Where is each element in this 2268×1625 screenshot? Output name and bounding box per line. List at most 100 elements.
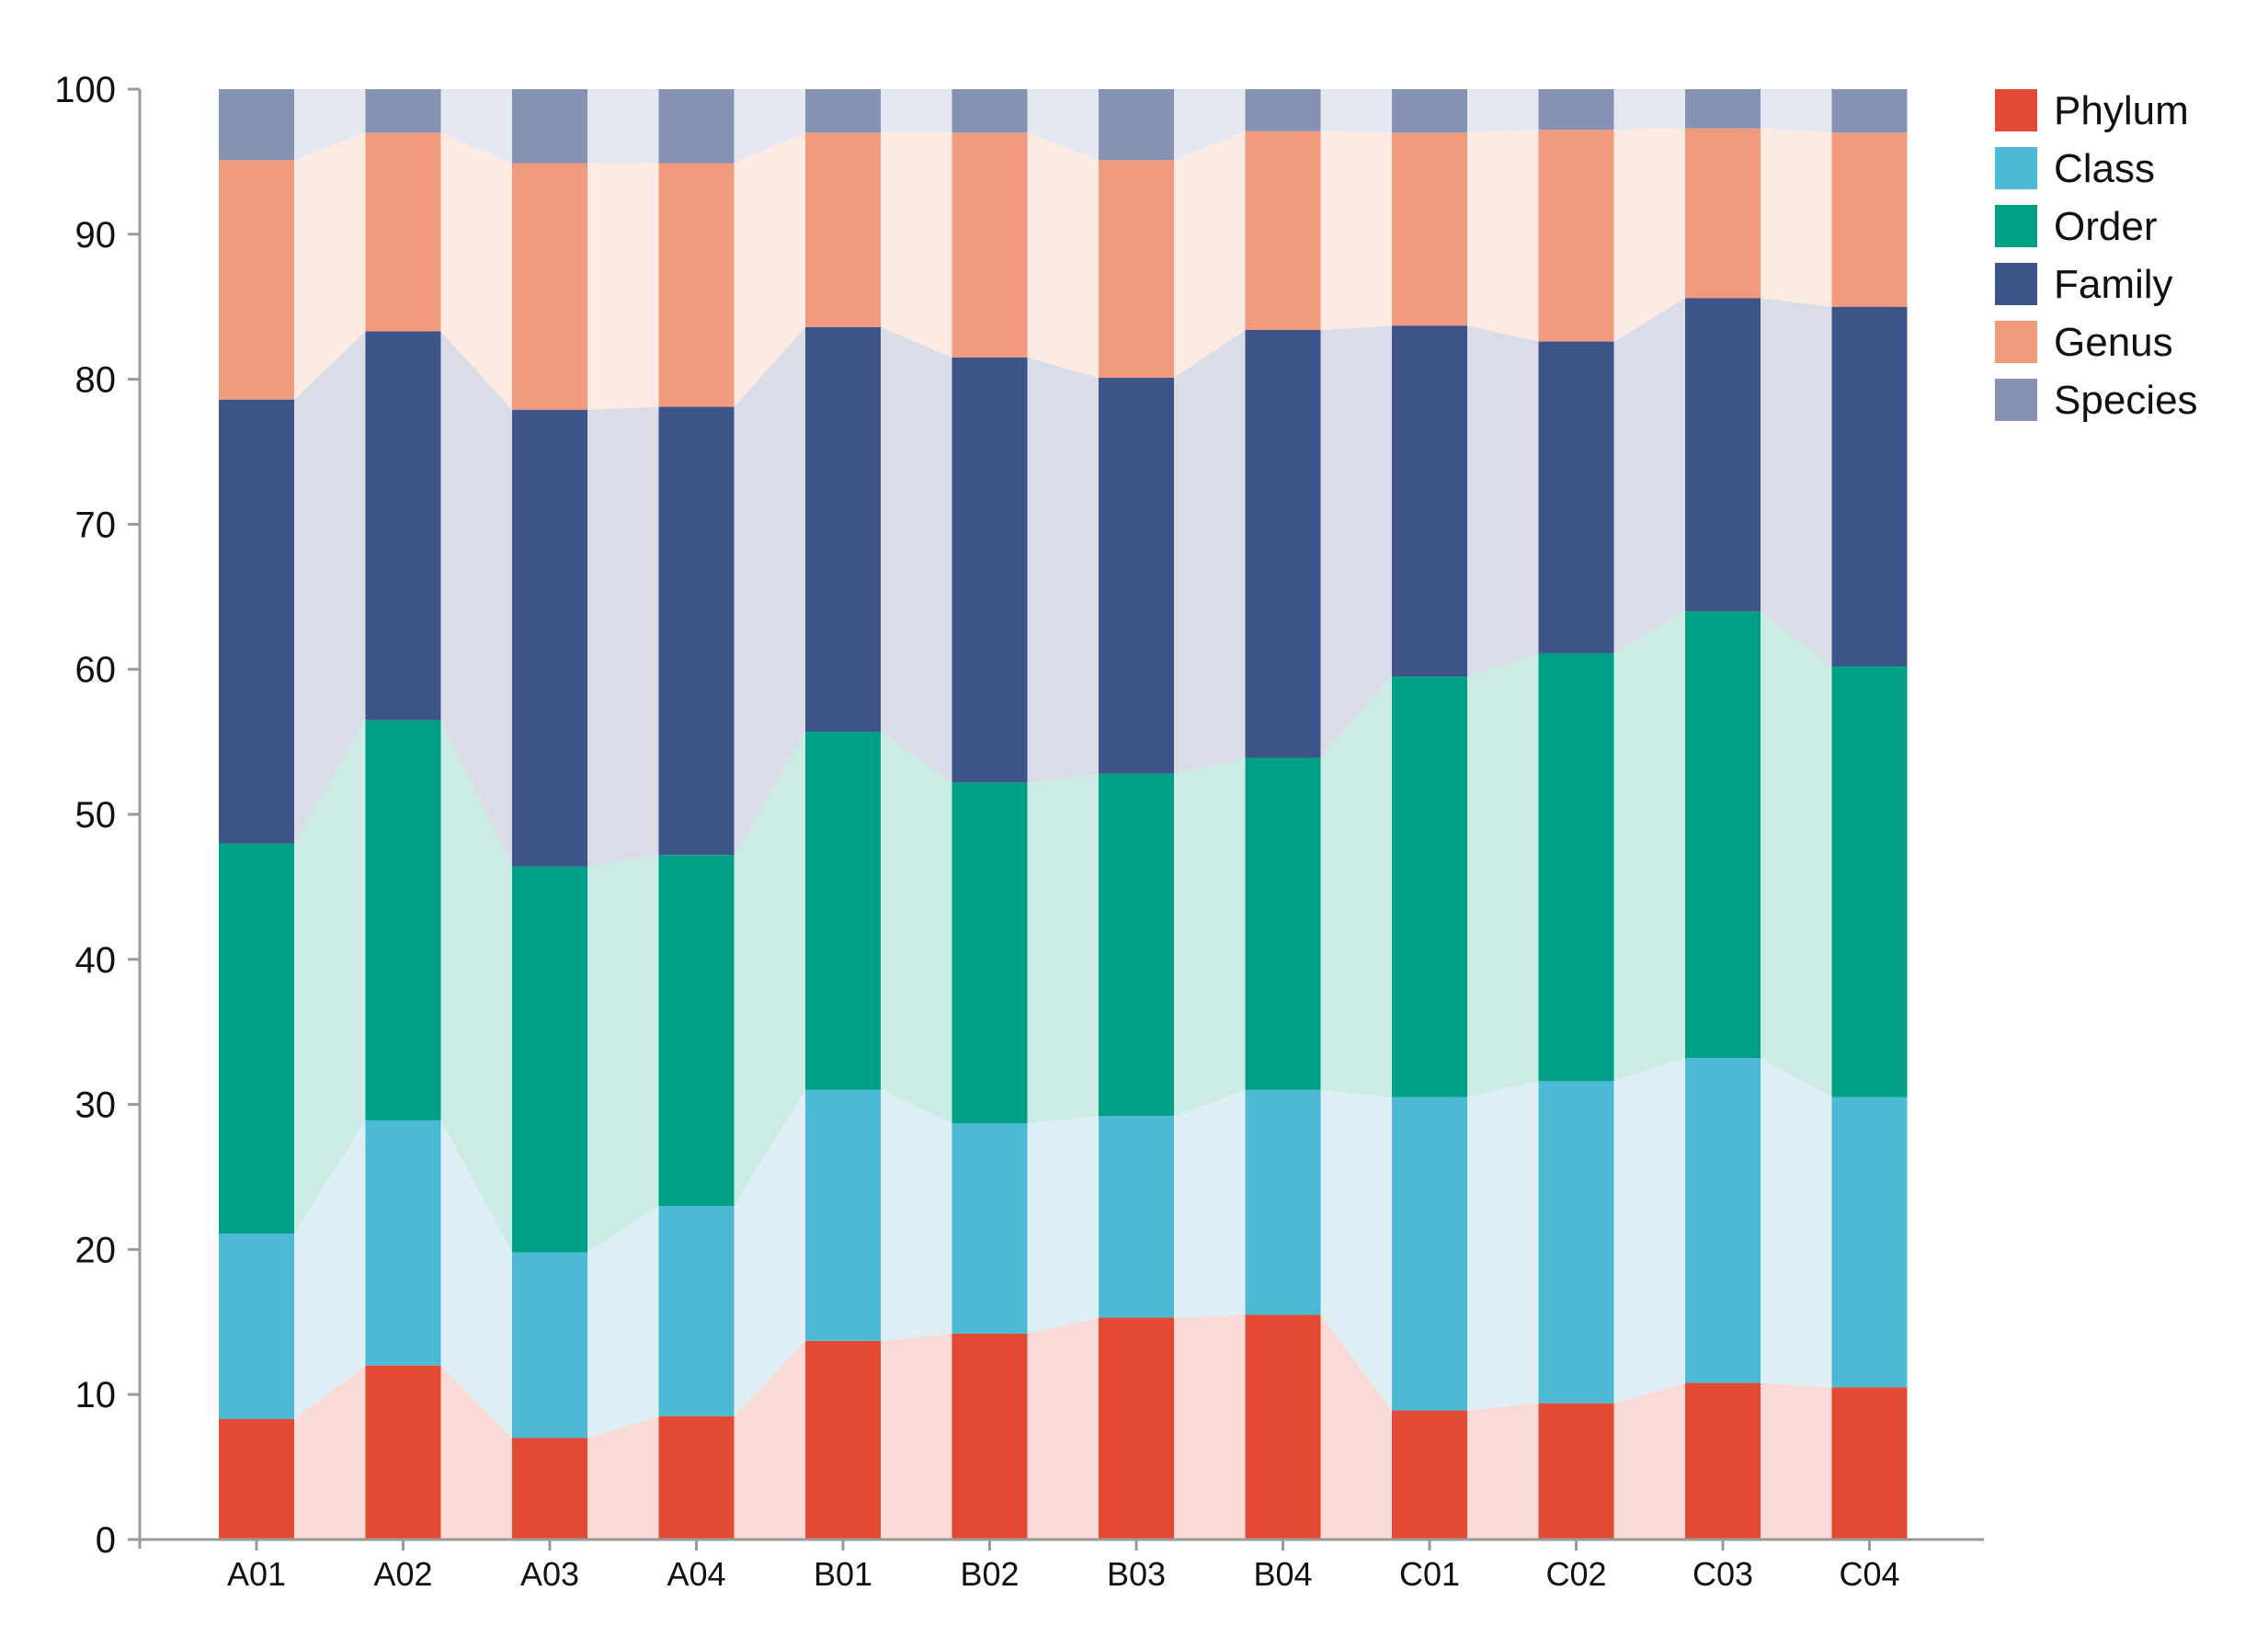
band-family-b04-c01 [1320, 325, 1392, 758]
band-species-c03-c04 [1761, 89, 1832, 133]
y-tick-label-50: 50 [75, 795, 117, 835]
band-species-c01-c02 [1467, 89, 1539, 133]
band-species-b02-b03 [1027, 89, 1099, 161]
bar-a01-species [219, 89, 294, 161]
bars [219, 89, 1908, 1540]
bar-a03-phylum [512, 1438, 587, 1540]
bar-c02-class [1538, 1081, 1614, 1403]
bar-a02-family [365, 331, 441, 721]
band-class-a02-a03 [440, 1119, 512, 1438]
band-species-a01-a02 [294, 89, 366, 161]
band-species-b01-b02 [881, 89, 952, 133]
x-tick-label-a01: A01 [227, 1555, 286, 1593]
legend-label-species: Species [2054, 378, 2198, 423]
y-tick-label-60: 60 [75, 650, 117, 690]
band-species-a04-b01 [734, 89, 805, 164]
legend-swatch-species [1995, 379, 2037, 421]
band-phylum-a02-a03 [440, 1365, 512, 1540]
bar-c03-genus [1685, 128, 1761, 299]
x-tick-label-b03: B03 [1107, 1555, 1166, 1593]
band-order-b04-c01 [1320, 676, 1392, 1097]
bar-a02-species [365, 89, 441, 133]
legend-swatch-family [1995, 263, 2037, 305]
x-tick-label-b01: B01 [814, 1555, 872, 1593]
band-family-a04-b01 [734, 326, 805, 856]
band-genus-a01-a02 [294, 132, 366, 400]
band-genus-b01-b02 [881, 132, 952, 358]
band-order-a04-b01 [734, 732, 805, 1207]
band-family-c01-c02 [1467, 325, 1539, 677]
band-class-a01-a02 [294, 1119, 366, 1420]
band-species-b03-b04 [1174, 89, 1246, 161]
legend-swatch-genus [1995, 321, 2037, 363]
band-species-a02-a03 [440, 89, 512, 164]
band-phylum-b01-b02 [881, 1333, 952, 1540]
bar-b02-phylum [952, 1333, 1028, 1540]
legend-swatch-order [1995, 205, 2037, 247]
band-species-b04-c01 [1320, 89, 1392, 133]
bar-c04-genus [1831, 132, 1908, 307]
band-order-a03-a04 [587, 855, 659, 1253]
band-class-c03-c04 [1761, 1058, 1832, 1388]
legend-label-order: Order [2054, 204, 2157, 249]
bar-b02-class [952, 1123, 1028, 1334]
y-tick-label-20: 20 [75, 1230, 117, 1270]
bar-a03-class [512, 1252, 587, 1438]
bar-b03-species [1099, 89, 1174, 161]
band-species-a03-a04 [587, 89, 659, 164]
bar-b01-family [805, 326, 881, 733]
bar-a01-class [219, 1233, 294, 1420]
band-order-b02-b03 [1027, 773, 1099, 1124]
band-family-a02-a03 [440, 331, 512, 867]
band-genus-a02-a03 [440, 132, 512, 410]
bar-a02-class [365, 1119, 441, 1366]
bar-c03-order [1685, 611, 1761, 1059]
bar-a03-order [512, 866, 587, 1253]
bar-b04-class [1245, 1089, 1321, 1315]
band-order-b01-b02 [881, 732, 952, 1124]
bar-a04-class [658, 1206, 735, 1416]
bar-c02-species [1538, 89, 1614, 131]
bar-a02-genus [365, 132, 441, 332]
bar-b03-class [1099, 1116, 1174, 1318]
band-class-b04-c01 [1320, 1089, 1392, 1411]
bar-b02-species [952, 89, 1028, 133]
bar-a01-family [219, 399, 294, 844]
bar-c03-family [1685, 298, 1761, 612]
bar-b03-order [1099, 773, 1174, 1117]
band-genus-b03-b04 [1174, 131, 1246, 379]
legend-label-phylum: Phylum [2054, 88, 2189, 133]
bar-b02-order [952, 782, 1028, 1124]
band-genus-a03-a04 [587, 163, 659, 410]
band-family-c02-c03 [1613, 298, 1685, 653]
x-tick-label-c03: C03 [1692, 1555, 1753, 1593]
band-class-c02-c03 [1613, 1058, 1685, 1403]
band-family-a03-a04 [587, 406, 659, 867]
band-class-b01-b02 [881, 1089, 952, 1341]
bar-b04-genus [1245, 131, 1321, 330]
bar-a01-phylum [219, 1419, 294, 1540]
bar-c04-order [1831, 666, 1908, 1097]
band-class-c01-c02 [1467, 1081, 1539, 1411]
band-family-b02-b03 [1027, 357, 1099, 783]
bar-b01-class [805, 1089, 881, 1341]
bar-b01-phylum [805, 1340, 881, 1540]
bar-b04-order [1245, 757, 1321, 1090]
bar-a04-phylum [658, 1415, 735, 1540]
bar-c03-class [1685, 1058, 1761, 1383]
band-family-a01-a02 [294, 331, 366, 844]
y-tick-label-30: 30 [75, 1085, 117, 1126]
bar-c04-family [1831, 306, 1908, 667]
bar-c03-phylum [1685, 1382, 1761, 1540]
band-genus-b02-b03 [1027, 132, 1099, 379]
band-family-b03-b04 [1174, 329, 1246, 774]
bar-a02-phylum [365, 1365, 441, 1540]
band-family-b01-b02 [881, 326, 952, 783]
y-tick-label-80: 80 [75, 360, 117, 401]
band-phylum-b03-b04 [1174, 1314, 1246, 1540]
bar-a04-order [658, 855, 735, 1207]
x-tick-label-c04: C04 [1839, 1555, 1899, 1593]
bar-c02-family [1538, 341, 1614, 653]
